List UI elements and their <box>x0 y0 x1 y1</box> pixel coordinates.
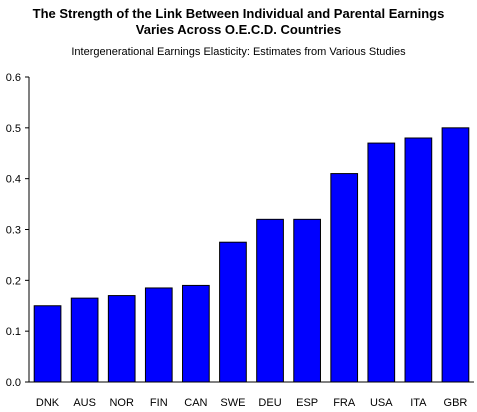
bar-esp <box>293 218 321 383</box>
x-tick-label-fin: FIN <box>150 397 168 409</box>
bar-aus <box>70 297 99 383</box>
y-axis-ticks: 0.0 0.1 0.2 0.3 0.4 0.5 0.6 <box>6 72 29 389</box>
bar-deu <box>256 218 284 383</box>
y-tick-label: 0.5 <box>6 123 21 135</box>
y-tick-label: 0.6 <box>6 72 21 84</box>
bar-nor <box>107 295 136 383</box>
y-tick-label: 0.4 <box>6 174 21 186</box>
y-tick-label: 0.0 <box>6 377 21 389</box>
y-tick-label: 0.2 <box>6 275 21 287</box>
chart-title-line-2: Varies Across O.E.C.D. Countries <box>135 22 342 37</box>
bar-fra <box>330 173 359 383</box>
bar-swe <box>219 241 247 383</box>
x-tick-label-swe: SWE <box>220 397 245 409</box>
x-tick-label-aus: AUS <box>73 397 96 409</box>
chart-title-line-1: The Strength of the Link Between Individ… <box>32 6 445 21</box>
bar-gbr <box>441 127 470 383</box>
y-tick-label: 0.1 <box>6 326 21 338</box>
bar-usa <box>367 142 396 383</box>
y-tick-label: 0.3 <box>6 225 21 237</box>
bar-dnk <box>33 305 62 383</box>
chart-subtitle: Intergenerational Earnings Elasticity: E… <box>71 46 406 58</box>
bar-can <box>182 284 210 383</box>
x-tick-label-ita: ITA <box>410 397 427 409</box>
x-tick-label-deu: DEU <box>258 397 281 409</box>
x-tick-label-usa: USA <box>370 397 393 409</box>
x-tick-label-nor: NOR <box>109 397 134 409</box>
x-tick-label-fra: FRA <box>333 397 356 409</box>
bar-fin <box>144 287 173 383</box>
x-tick-label-esp: ESP <box>296 397 318 409</box>
bars-group <box>33 127 470 383</box>
x-tick-label-gbr: GBR <box>444 397 468 409</box>
x-axis-labels: DNK AUS NOR FIN CAN SWE DEU ESP FRA USA ITA GBR <box>36 397 468 409</box>
x-tick-label-dnk: DNK <box>36 397 60 409</box>
x-tick-label-can: CAN <box>184 397 207 409</box>
bar-ita <box>404 137 433 383</box>
